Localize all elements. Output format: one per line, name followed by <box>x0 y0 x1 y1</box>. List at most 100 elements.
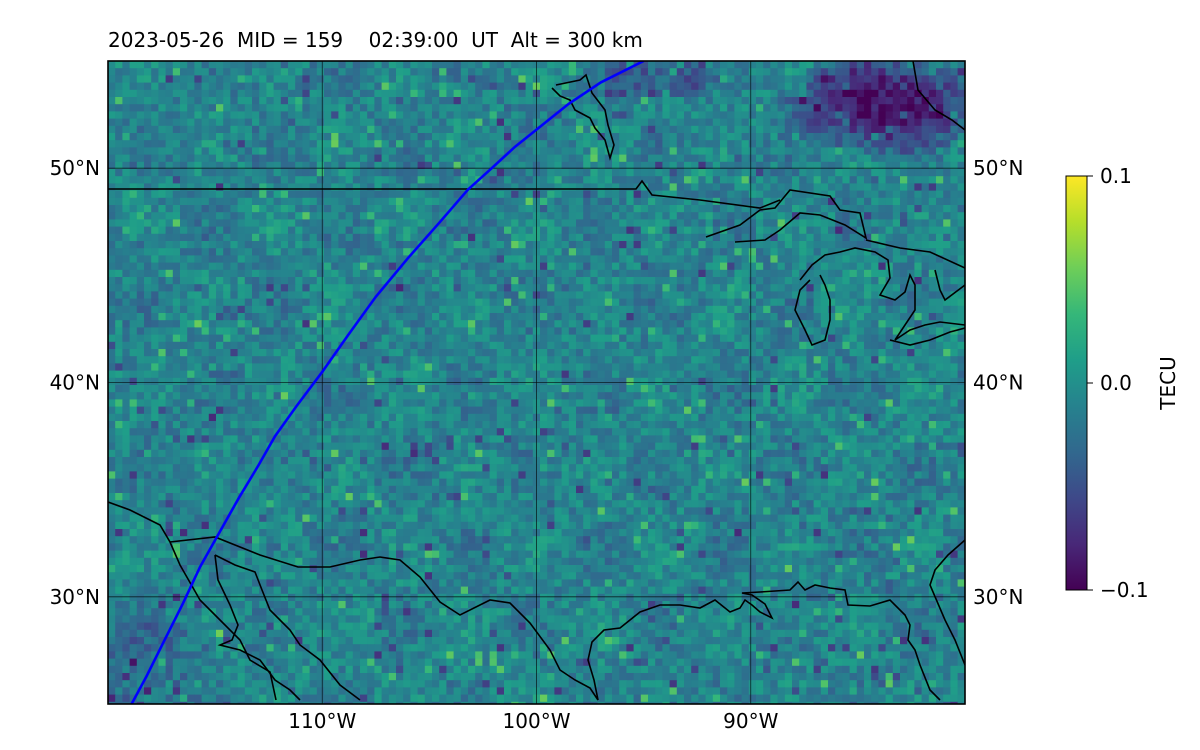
tec-cell <box>324 241 332 249</box>
tec-cell <box>943 298 951 307</box>
tec-cell <box>712 140 721 148</box>
tec-cell <box>504 61 512 69</box>
tec-cell <box>475 169 483 177</box>
tec-cell <box>943 161 951 170</box>
tec-cell <box>511 197 519 206</box>
tec-cell <box>784 341 793 350</box>
tec-cell <box>547 305 555 314</box>
tec-cell <box>158 305 167 314</box>
tec-cell <box>244 233 253 242</box>
tec-cell <box>907 176 915 184</box>
tec-cell <box>907 241 915 249</box>
tec-cell <box>108 183 116 192</box>
tec-cell <box>518 68 527 76</box>
tec-cell <box>590 334 599 343</box>
tec-cell <box>381 248 390 256</box>
tec-cell <box>460 197 469 206</box>
tec-cell <box>813 305 822 314</box>
tec-cell <box>648 226 656 235</box>
tec-cell <box>316 147 325 156</box>
tec-cell <box>878 147 887 156</box>
tec-cell <box>180 176 188 184</box>
tec-cell <box>914 219 923 228</box>
tec-cell <box>547 68 555 76</box>
tec-cell <box>230 269 239 278</box>
tec-cell <box>813 183 822 192</box>
tec-cell <box>237 248 246 256</box>
tec-cell <box>640 277 649 285</box>
tec-cell <box>424 75 433 84</box>
tec-cell <box>892 104 901 112</box>
tec-cell <box>936 269 944 278</box>
tec-cell <box>504 68 512 76</box>
tec-cell <box>900 133 908 141</box>
tec-cell <box>712 161 721 170</box>
tec-cell <box>806 75 815 84</box>
tec-cell <box>338 125 347 134</box>
tec-cell <box>216 334 224 343</box>
tec-cell <box>187 97 195 105</box>
tec-cell <box>626 320 635 328</box>
tec-cell <box>950 75 959 84</box>
tec-cell <box>835 89 843 98</box>
tec-cell <box>648 255 656 264</box>
tec-cell <box>208 183 217 192</box>
tec-cell <box>835 305 843 314</box>
tec-cell <box>244 226 253 235</box>
tec-cell <box>136 197 145 206</box>
tec-cell <box>561 305 570 314</box>
tec-cell <box>576 154 584 163</box>
tec-cell <box>561 161 570 170</box>
tec-cell <box>590 241 599 249</box>
tec-cell <box>468 104 476 112</box>
tec-cell <box>396 104 404 112</box>
tec-cell <box>194 104 203 112</box>
tec-cell <box>813 284 822 292</box>
tec-cell <box>561 169 570 177</box>
tec-cell <box>727 68 735 76</box>
tec-cell <box>928 89 937 98</box>
tec-cell <box>712 68 721 76</box>
tec-cell <box>957 125 965 134</box>
tec-cell <box>748 241 757 249</box>
tec-cell <box>828 241 836 249</box>
tec-cell <box>295 212 303 220</box>
tec-cell <box>367 327 375 336</box>
tec-cell <box>799 349 807 357</box>
tec-cell <box>612 291 620 300</box>
tec-cell <box>921 154 930 163</box>
tec-cell <box>403 190 411 199</box>
tec-cell <box>914 248 923 256</box>
tec-cell <box>554 262 563 271</box>
tec-cell <box>604 104 613 112</box>
tec-cell <box>504 118 512 127</box>
tec-cell <box>547 255 555 264</box>
tec-cell <box>648 277 656 285</box>
tec-cell <box>151 226 159 235</box>
tec-cell <box>698 277 707 285</box>
tec-cell <box>475 298 483 307</box>
tec-cell <box>424 197 433 206</box>
tec-cell <box>748 248 757 256</box>
tec-cell <box>439 111 447 120</box>
tec-cell <box>763 61 771 69</box>
tec-cell <box>525 161 534 170</box>
tec-cell <box>158 140 167 148</box>
tec-cell <box>612 169 620 177</box>
tec-cell <box>741 320 750 328</box>
tec-cell <box>244 161 253 170</box>
tec-cell <box>266 183 275 192</box>
tec-cell <box>316 89 325 98</box>
tec-cell <box>727 75 735 84</box>
tec-cell <box>129 133 138 141</box>
tec-cell <box>208 147 217 156</box>
tec-cell <box>352 82 361 91</box>
tec-cell <box>165 241 174 249</box>
tec-cell <box>604 226 613 235</box>
tec-cell <box>367 125 375 134</box>
tec-cell <box>172 334 181 343</box>
tec-cell <box>180 277 188 285</box>
tec-cell <box>345 349 354 357</box>
tec-cell <box>489 205 498 213</box>
tec-cell <box>684 212 692 220</box>
